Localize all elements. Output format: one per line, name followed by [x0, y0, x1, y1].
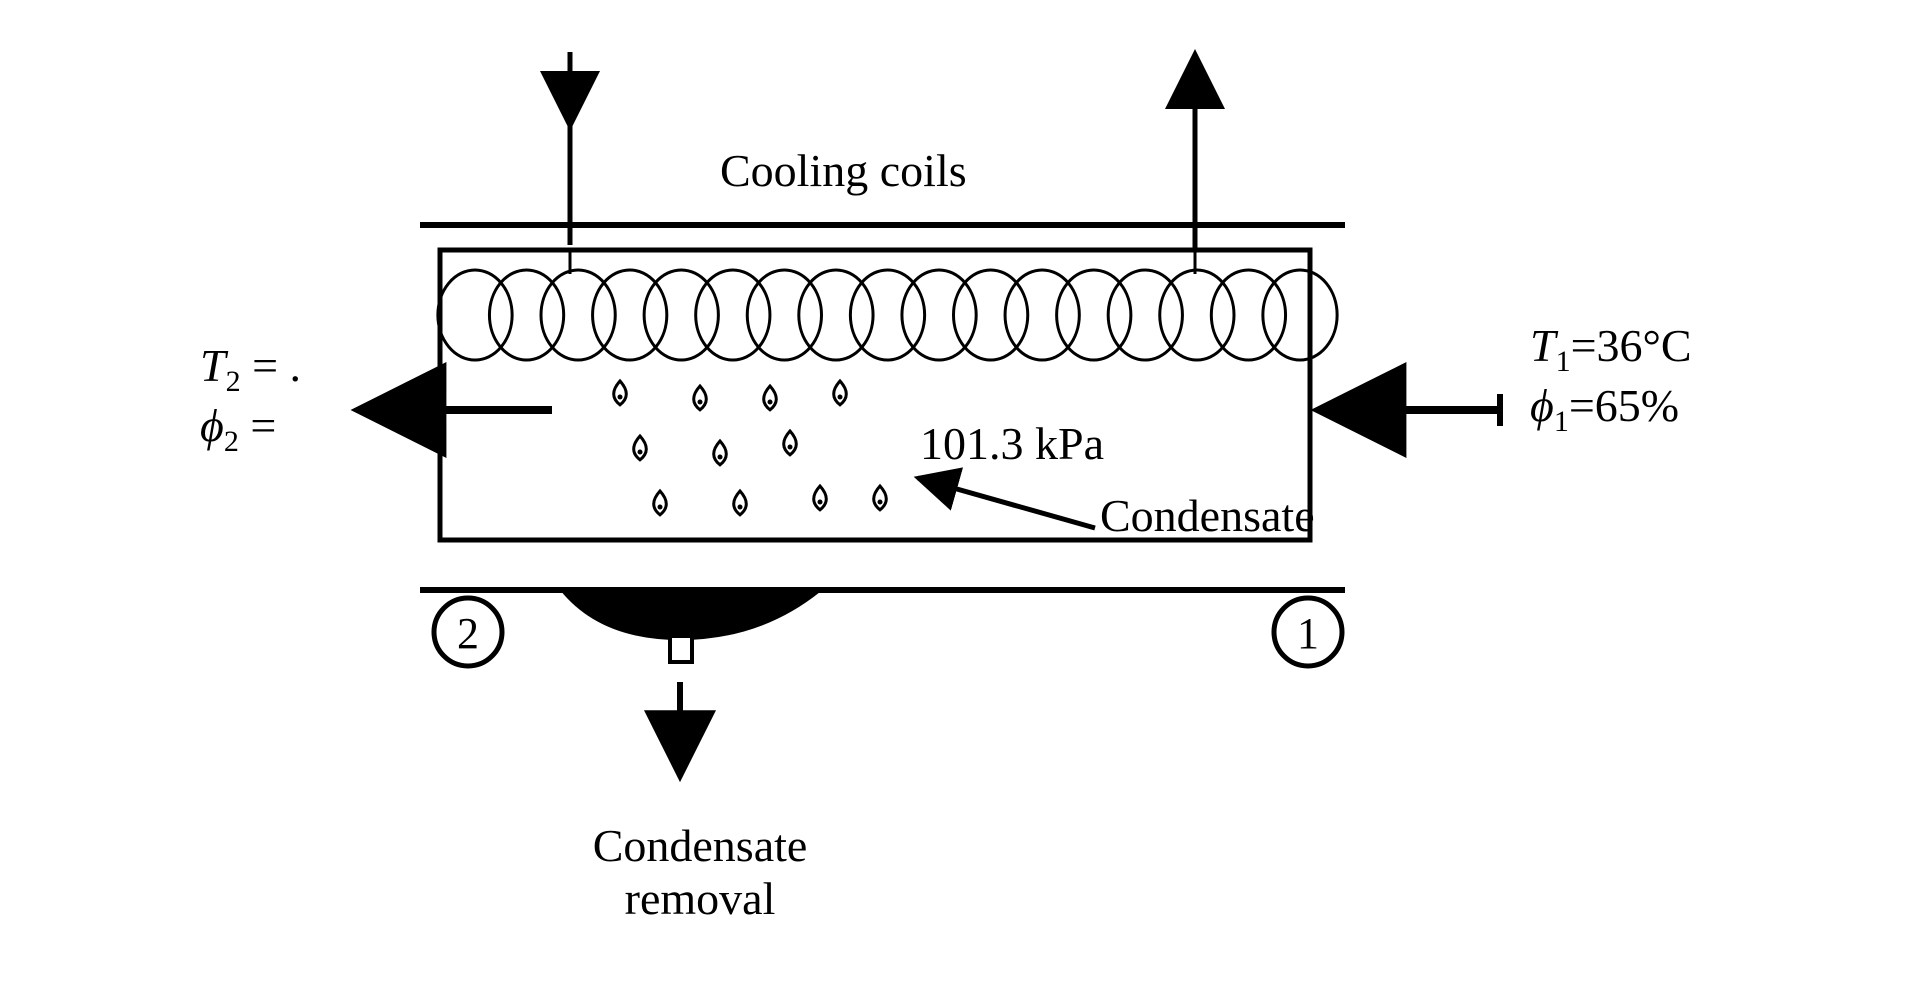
condensate-droplets: [614, 381, 887, 515]
state-2-number: 2: [457, 609, 479, 658]
phi2-sub: 2: [224, 425, 239, 458]
phi2-value: =: [239, 400, 276, 451]
diagram-stage: 2 1 Cooling coils 101.3 kPa Condensate C…: [0, 0, 1920, 1000]
condensate-removal-line2: removal: [625, 873, 776, 924]
condensate-pointer-label: Condensate: [1100, 490, 1315, 543]
phi1-sub: 1: [1554, 405, 1569, 438]
phi1-symbol: ϕ: [1530, 380, 1554, 431]
condensate-pointer-arrow: [918, 478, 1095, 528]
phi1-value: =65%: [1569, 380, 1679, 431]
condensate-removal-label: Condensate removal: [560, 820, 840, 926]
phi2-symbol: ϕ: [200, 400, 224, 451]
t2-symbol: T: [200, 340, 226, 391]
t1-sub: 1: [1556, 345, 1571, 378]
state-1-conditions: T1=36°C ϕ1=65%: [1530, 320, 1692, 439]
condensate-removal-line1: Condensate: [593, 820, 808, 871]
state-2-conditions: T2 = . ϕ2 =: [200, 340, 301, 459]
pressure-label: 101.3 kPa: [920, 418, 1104, 471]
state-1-number: 1: [1297, 609, 1319, 658]
cooling-coil: [438, 250, 1337, 360]
t2-value: = .: [241, 340, 301, 391]
t1-value: =36°C: [1571, 320, 1692, 371]
t1-symbol: T: [1530, 320, 1556, 371]
drain-spout: [670, 636, 692, 662]
t2-sub: 2: [226, 365, 241, 398]
drain-pan: [560, 590, 820, 640]
cooling-coils-label: Cooling coils: [720, 145, 967, 198]
